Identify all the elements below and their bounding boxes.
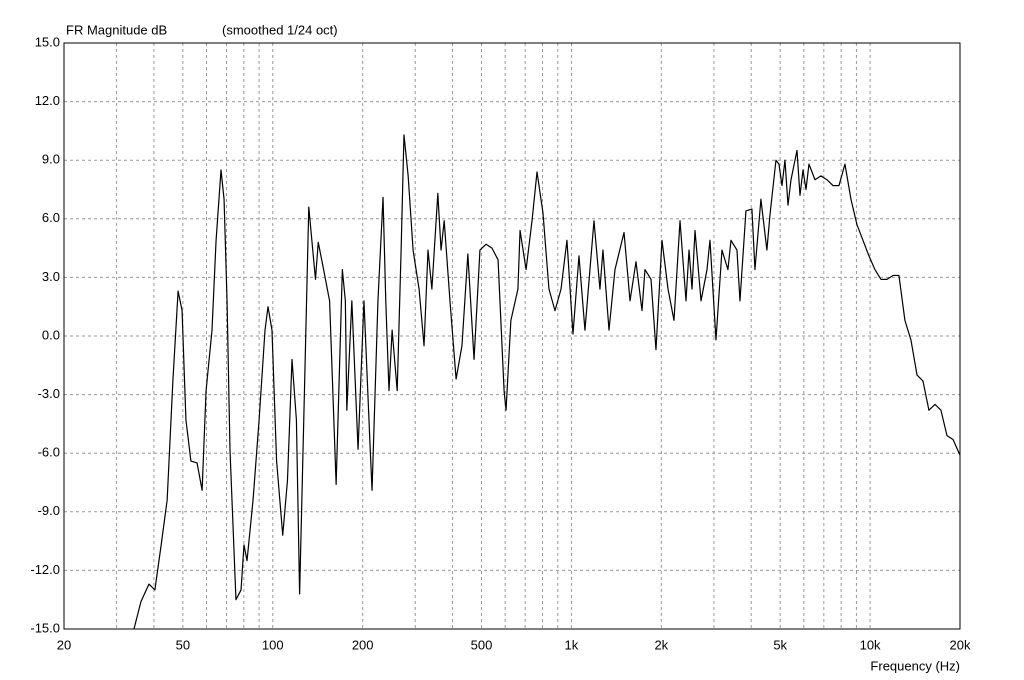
x-tick-label: 1k — [565, 637, 579, 652]
y-tick-label: -12.0 — [30, 562, 60, 577]
x-tick-label: 10k — [860, 637, 881, 652]
data-line — [133, 134, 961, 630]
x-axis-label: Frequency (Hz) — [870, 658, 960, 673]
x-tick-label: 500 — [471, 637, 493, 652]
x-tick-label: 200 — [352, 637, 374, 652]
chart-title: FR Magnitude dB — [66, 22, 167, 37]
y-tick-label: -6.0 — [38, 445, 60, 460]
x-tick-label: 50 — [176, 637, 190, 652]
y-tick-label: -9.0 — [38, 503, 60, 518]
y-tick-label: 6.0 — [42, 210, 60, 225]
x-tick-label: 5k — [773, 637, 787, 652]
x-tick-label: 20k — [950, 637, 971, 652]
y-tick-label: 9.0 — [42, 152, 60, 167]
plot-frame — [63, 42, 961, 630]
y-tick-label: 12.0 — [35, 93, 60, 108]
y-tick-label: 0.0 — [42, 327, 60, 342]
y-tick-label: 3.0 — [42, 269, 60, 284]
y-tick-label: -15.0 — [30, 620, 60, 635]
x-tick-label: 100 — [262, 637, 284, 652]
x-tick-label: 2k — [654, 637, 668, 652]
y-tick-label: 15.0 — [35, 34, 60, 49]
chart-subtitle: (smoothed 1/24 oct) — [222, 22, 338, 37]
y-tick-label: -3.0 — [38, 386, 60, 401]
x-tick-label: 20 — [57, 637, 71, 652]
